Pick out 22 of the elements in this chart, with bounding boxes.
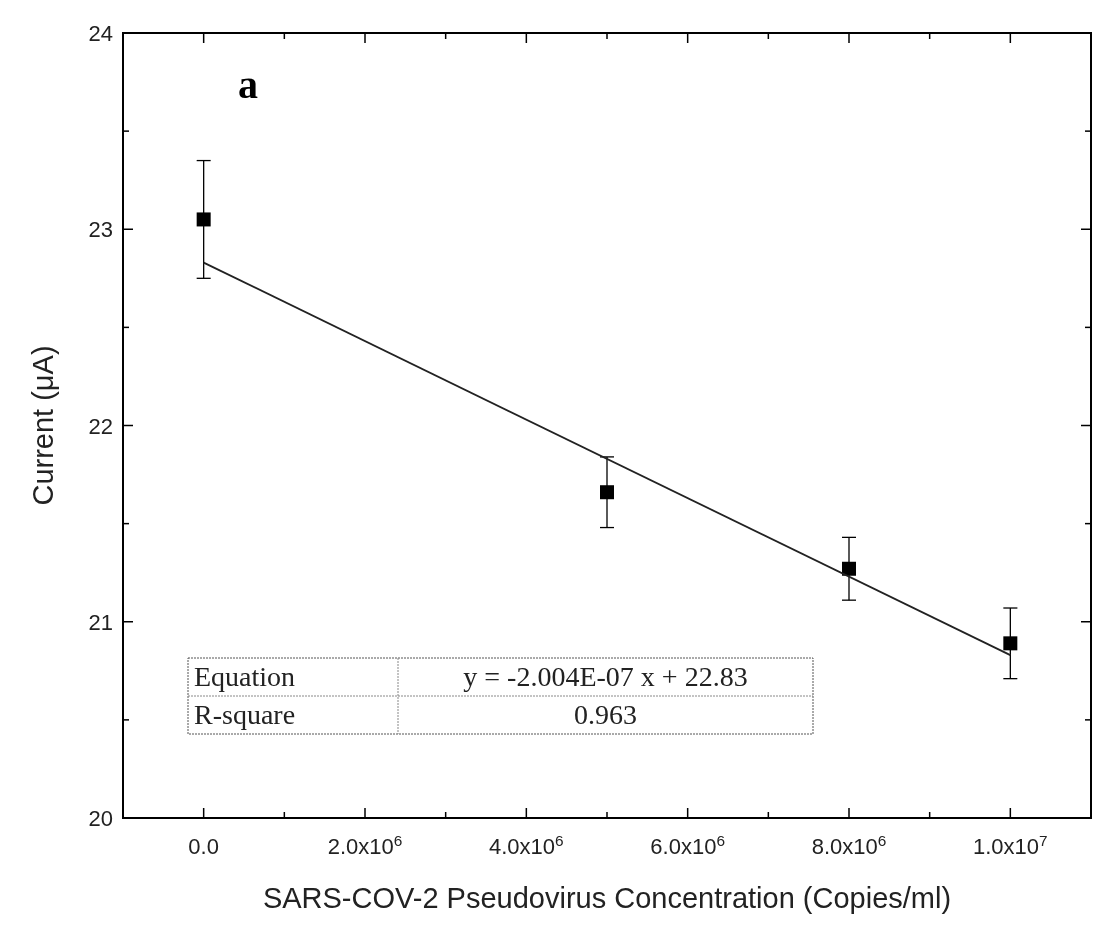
point (842, 561, 856, 576)
annotation: a (238, 62, 258, 107)
x-axis-title: SARS-COV-2 Pseudovirus Concentration (Copies/ml) (262, 882, 952, 914)
annotation: Equation (194, 661, 296, 692)
annotation: R-square (194, 699, 296, 730)
y-tick-label: 23 (88, 217, 113, 243)
x-tick-label: 4.0x10$^{6}$ (489, 831, 564, 859)
annotation: y = -2.004E-07 x + 22.83 (463, 661, 748, 692)
point (1003, 636, 1018, 651)
y-tick-label: 24 (88, 21, 113, 46)
x-tick-label: 2.0x10$^{6}$ (327, 831, 403, 859)
x-tick-label: 1.0x10$^{7}$ (973, 831, 1048, 859)
x-tick-label: 8.0x10$^{6}$ (811, 831, 887, 859)
x-tick-label: 0.0 (188, 834, 219, 859)
y-tick-label: 21 (88, 609, 113, 635)
x-tick-label: 6.0x10$^{6}$ (650, 831, 725, 859)
y-tick-label: 20 (88, 806, 113, 831)
annotation: 0.963 (574, 699, 637, 730)
point (196, 212, 211, 227)
point (600, 485, 614, 500)
y-tick-label: 22 (88, 413, 113, 439)
y-axis-title: Current (μA) (27, 345, 59, 506)
